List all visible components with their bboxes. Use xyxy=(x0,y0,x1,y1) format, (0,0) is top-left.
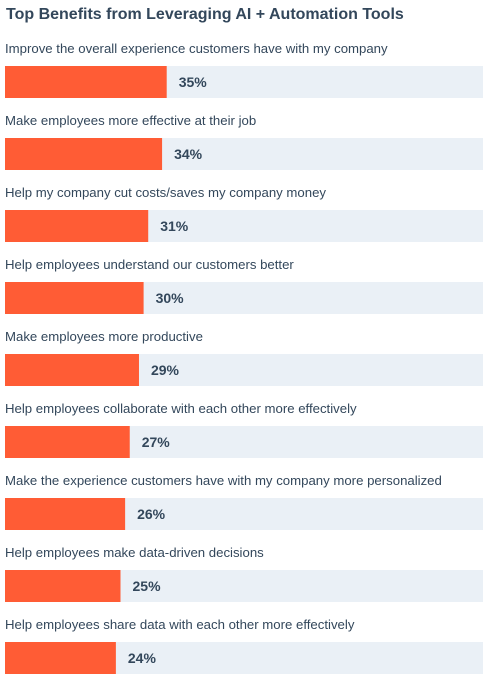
bar xyxy=(5,354,139,386)
value-label: 34% xyxy=(174,146,203,162)
category-label: Make employees more effective at their j… xyxy=(5,113,256,128)
category-label: Help my company cut costs/saves my compa… xyxy=(5,185,326,200)
bar xyxy=(5,426,130,458)
value-label: 35% xyxy=(179,74,208,90)
bar xyxy=(5,138,163,170)
bar xyxy=(5,570,121,602)
value-label: 26% xyxy=(137,506,166,522)
bar xyxy=(5,498,126,530)
category-label: Help employees share data with each othe… xyxy=(5,617,355,632)
category-label: Make employees more productive xyxy=(5,329,203,344)
category-label: Help employees make data-driven decision… xyxy=(5,545,264,560)
chart-title: Top Benefits from Leveraging AI + Automa… xyxy=(6,6,404,23)
bar xyxy=(5,642,116,674)
category-label: Make the experience customers have with … xyxy=(5,473,442,488)
value-label: 24% xyxy=(128,650,157,666)
value-label: 25% xyxy=(133,578,162,594)
bar xyxy=(5,66,167,98)
category-label: Improve the overall experience customers… xyxy=(5,41,388,56)
value-label: 30% xyxy=(156,290,185,306)
category-label: Help employees collaborate with each oth… xyxy=(5,401,357,416)
value-label: 31% xyxy=(160,218,189,234)
bar xyxy=(5,282,144,314)
bar xyxy=(5,210,149,242)
value-label: 29% xyxy=(151,362,180,378)
category-label: Help employees understand our customers … xyxy=(5,257,294,272)
value-label: 27% xyxy=(142,434,171,450)
